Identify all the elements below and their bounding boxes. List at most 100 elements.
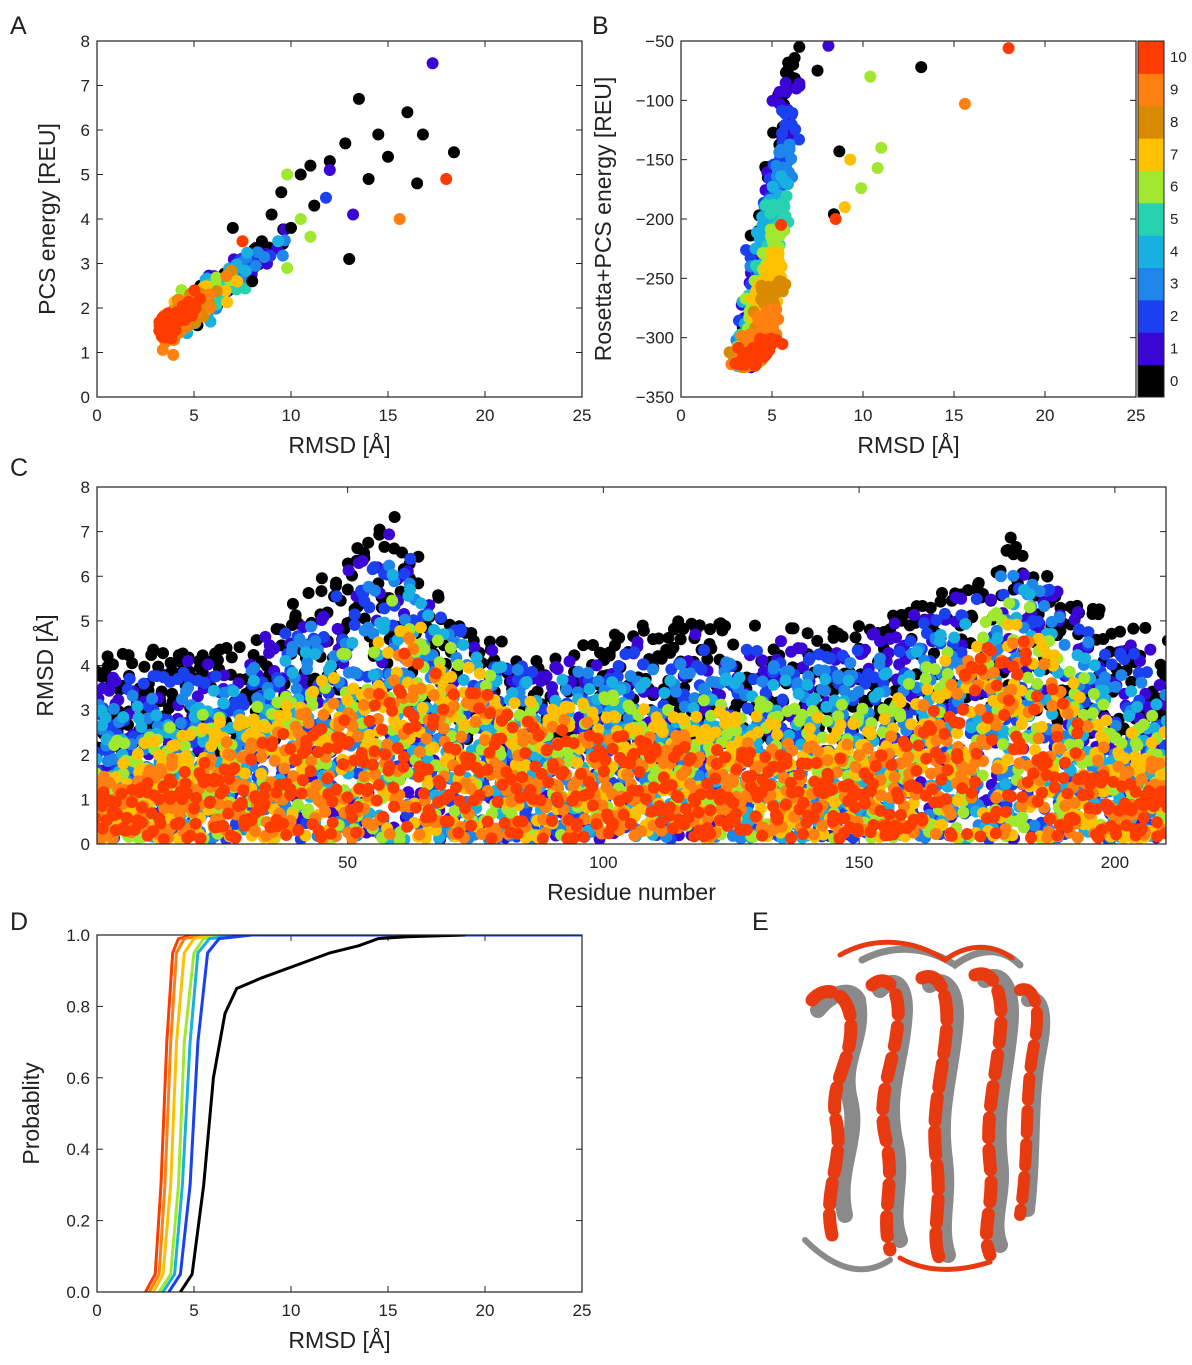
scatter-point [457,638,470,651]
scatter-point [792,133,805,146]
scatter-point [646,663,659,676]
scatter-point [294,168,307,181]
colorbar-tick-label: 5 [1170,211,1178,228]
scatter-point [440,172,453,185]
scatter-point [855,182,868,195]
y-tick-label: −350 [636,388,674,407]
scatter-point [183,672,196,685]
scatter-point [342,564,355,577]
scatter-point [315,572,328,585]
scatter-point [220,269,233,282]
x-tick-label: 25 [573,406,592,425]
scatter-point [655,652,668,665]
colorbar-segment [1138,41,1164,74]
y-tick-label: 8 [81,478,90,497]
scatter-point [664,674,677,687]
x-tick-label: 5 [767,406,776,425]
scatter-point [202,658,215,671]
scatter-point [183,307,196,320]
scatter-point [1161,634,1166,647]
scatter-point [549,694,562,707]
scatter-point [416,128,429,141]
scatter-point [789,123,802,136]
scatter-point [1058,638,1071,651]
x-tick-label: 100 [589,853,617,872]
scatter-point [470,651,483,664]
scatter-point [1139,621,1152,634]
y-tick-label: 2 [81,746,90,765]
scatter-point [1072,623,1085,636]
scatter-point [426,57,439,70]
scatter-point [888,617,901,630]
scatter-point [984,593,997,606]
scatter-point [782,664,795,677]
scatter-point [324,659,337,672]
scatter-point [305,620,318,633]
scatter-point [1105,658,1118,671]
colorbar-tick-label: 6 [1170,179,1178,196]
scatter-point [791,677,804,690]
scatter-point [237,698,250,711]
scatter-point [415,597,428,610]
scatter-point [606,676,619,689]
scatter-point [1009,541,1022,554]
scatter-point [811,64,824,77]
scatter-point [734,832,747,844]
scatter-point [323,164,336,177]
scatter-point [658,686,671,699]
scatter-point [411,177,424,190]
scatter-point [779,107,792,120]
scatter-point [785,152,798,165]
scatter-point [167,348,180,361]
scatter-point [247,674,260,687]
scatter-point [765,246,778,259]
scatter-point [917,617,930,630]
chart-b-rosetta-pcs-scatter: 0 5 10 15 20 25−350−300−250−200−150−100−50RMS… [590,32,1187,458]
scatter-point [169,315,182,328]
scatter-point [1071,606,1084,619]
scatter-point [934,634,947,647]
scatter-point [782,178,795,191]
scatter-point [395,546,408,559]
scatter-point [688,692,701,705]
x-tick-label: 10 [854,406,873,425]
colorbar-tick-label: 1 [1170,340,1178,357]
scatter-point [1150,698,1163,711]
scatter-point [965,609,978,622]
scatter-point [852,620,865,633]
y-axis-label: Rosetta+PCS energy [REU] [590,77,616,361]
scatter-point [844,153,857,166]
scatter-point [1023,588,1036,601]
colorbar-segment [1138,235,1164,269]
x-tick-label: 20 [476,406,495,425]
scatter-point [751,352,764,365]
x-axis-label: RMSD [Å] [857,431,959,458]
scatter-point [759,262,772,275]
scatter-point [674,633,687,646]
scatter-point [748,619,761,632]
scatter-point [697,682,710,695]
scatter-point [577,639,590,652]
scatter-point [965,721,978,734]
scatter-point [300,663,313,676]
scatter-point [126,657,139,670]
scatter-point [362,536,375,549]
colorbar-segment [1138,138,1164,171]
scatter-point [1118,653,1131,666]
colorbar-segment [1138,73,1164,107]
scatter-point [279,627,292,640]
scatter-point [1088,659,1101,672]
scatter-point [767,126,780,139]
scatter-point [590,659,603,672]
plot-frame [96,40,583,398]
scatter-point [910,645,923,658]
scatter-point [378,540,391,553]
scatter-point [330,590,343,603]
scatter-point [755,279,768,292]
scatter-point [756,675,769,688]
scatter-point [868,671,881,684]
scatter-point [386,568,399,581]
scatter-point [767,678,780,691]
x-axis-label: RMSD [Å] [288,431,390,458]
scatter-point [182,295,195,308]
